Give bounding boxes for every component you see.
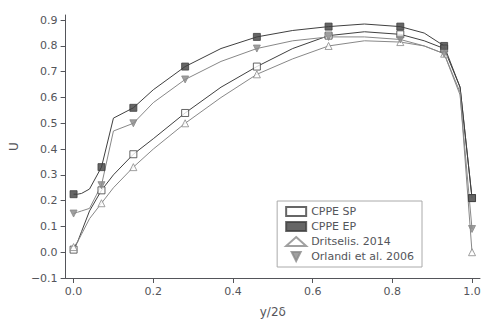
svg-text:1.0: 1.0 [463,285,481,298]
svg-text:0.2: 0.2 [40,194,58,207]
svg-text:0.8: 0.8 [40,39,58,52]
svg-text:0.0: 0.0 [40,246,58,259]
svg-text:0.5: 0.5 [40,117,58,130]
svg-text:Dritselis. 2014: Dritselis. 2014 [311,235,391,248]
svg-text:0.4: 0.4 [224,285,242,298]
svg-text:0.4: 0.4 [40,143,58,156]
svg-text:CPPE EP: CPPE EP [311,220,356,233]
svg-text:y/2δ: y/2δ [260,305,286,319]
svg-text:0.8: 0.8 [384,285,402,298]
svg-text:0.6: 0.6 [40,91,58,104]
svg-text:0.0: 0.0 [65,285,83,298]
svg-text:0.2: 0.2 [145,285,163,298]
svg-text:0.9: 0.9 [40,14,58,27]
svg-text:−0.1: −0.1 [31,272,58,285]
svg-text:0.1: 0.1 [40,220,58,233]
svg-text:Orlandi et al. 2006: Orlandi et al. 2006 [311,250,414,263]
svg-text:0.7: 0.7 [40,65,58,78]
svg-text:0.3: 0.3 [40,168,58,181]
svg-text:U: U [7,142,21,151]
svg-text:0.6: 0.6 [304,285,322,298]
svg-text:CPPE SP: CPPE SP [311,205,356,218]
